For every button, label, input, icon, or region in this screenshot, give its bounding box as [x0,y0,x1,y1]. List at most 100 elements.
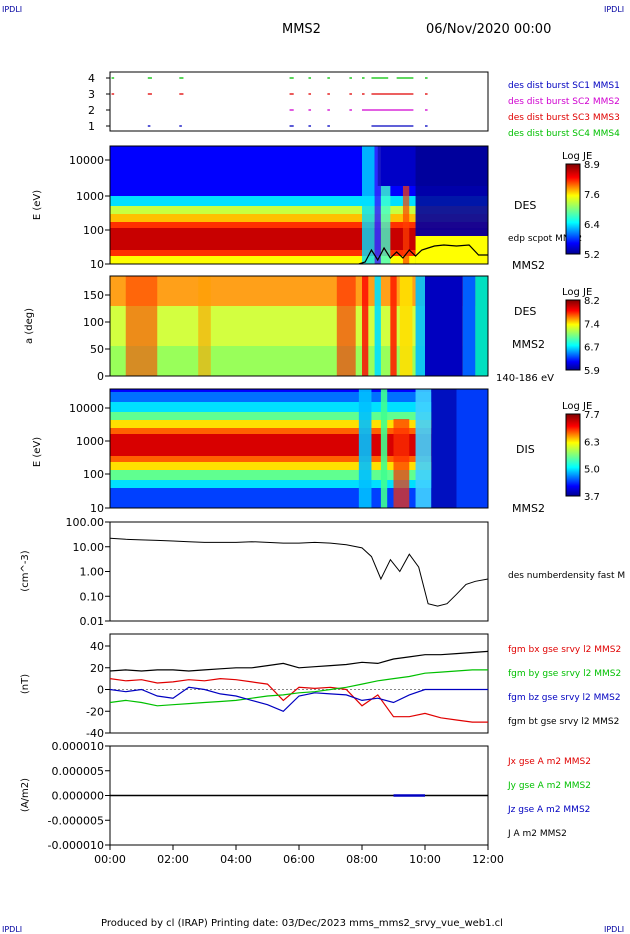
burst-ytick: 2 [88,104,95,117]
ytick-label: 0 [97,370,104,383]
electron-pa-heatmap [110,276,488,376]
colorbar-ion-energy-tick-label: 3.7 [584,492,600,503]
scpot-label: edp scpot MMS2 [508,234,582,244]
bfield-panel: 40 20 0 -20 -40 fgm bx gse srvy l2 MMS2 fgm by… [20,633,621,740]
bfield-line [109,669,488,707]
colorbar-electron-pa-tick-label: 8.2 [584,296,600,307]
density-ytick-label: 10.00 [73,541,105,554]
pa-stripe [399,276,413,376]
bfield-ytick-label: 40 [90,640,104,653]
ytick-label: 10 [90,258,104,271]
electron-energy-heatmap [110,146,488,264]
pa-stripe [362,276,369,376]
corner-label-bottom-left: IPDLI [2,925,23,934]
current-ytick-label: 0.000005 [52,765,105,778]
panel-label-mms2: MMS2 [512,338,545,351]
bfield-line [109,686,488,713]
burst-legend-label: des dist burst SC2 MMS2 [508,97,620,107]
ytick-label: 10 [90,502,104,515]
burst-legend-label: des dist burst SC1 MMS1 [508,81,620,91]
current-legend-label: Jy gse A m2 MMS2 [507,781,591,791]
xtick-label: 04:00 [220,853,252,866]
panel-label-mms2: MMS2 [512,259,545,272]
y-axis-label: (nT) [20,674,31,694]
xtick-label: 08:00 [346,853,378,866]
panel-label-des: DES [514,305,536,318]
heat-band [110,256,488,264]
colorbar-electron-pa [565,299,581,371]
ion-stripe [358,389,372,508]
xtick-label: 10:00 [409,853,441,866]
density-frame [109,521,489,622]
density-ytick-label: 1.00 [80,566,105,579]
panel-label-mms2: MMS2 [512,502,545,515]
burst-legend-label: des dist burst SC3 MMS3 [508,113,620,123]
ytick-label: 10000 [69,154,104,167]
spacecraft-title: MMS2 [282,22,321,37]
colorbar-electron-energy [565,163,581,255]
colorbar-electron-pa-tick-label: 6.7 [584,343,600,354]
y-axis-label: (cm^-3) [20,550,31,591]
current-ytick-label: -0.000005 [48,814,104,827]
bfield-line [109,677,488,723]
colorbar-ion-energy-tick-label: 6.3 [584,437,600,448]
ytick-label: 1000 [76,190,104,203]
heat-band [110,228,488,250]
xtick-label: 06:00 [283,853,315,866]
ytick-label: 100 [83,468,104,481]
pa-stripe [462,276,476,376]
ion-stripe [456,389,488,508]
ion-energy-heatmap [110,389,488,508]
panel-label-dis: DIS [516,443,535,456]
ion-stripe [415,389,432,508]
pa-stripe [415,276,425,376]
corner-label-top-right: IPDLI [604,5,625,14]
pa-stripe [336,276,356,376]
xtick-label: 02:00 [157,853,189,866]
colorbar-electron-energy-tick-label: 5.2 [584,250,600,261]
corner-label-bottom-right: IPDLI [604,925,625,934]
energy-stripe [402,186,410,264]
colorbar-ion-energy-title: Log JE [562,401,592,412]
bfield-ytick-label: -40 [86,727,104,740]
bfield-legend-label: fgm bx gse srvy l2 MMS2 [508,645,621,655]
current-ytick-label: 0.000010 [52,740,105,753]
ion-stripe [380,389,388,508]
colorbar-electron-energy-title: Log JE [562,151,592,162]
ytick-label: 1000 [76,435,104,448]
bfield-legend-label: fgm bz gse srvy l2 MMS2 [508,693,621,703]
colorbar-ion-energy [565,413,581,497]
electron-energy-panel: 10000 1000 100 10 E (eV) DES edp scpot MMS2 MMS… [32,145,600,272]
energy-stripe [374,146,381,264]
density-ytick-label: 0.01 [80,615,105,628]
datetime-title: 06/Nov/2020 00:00 [426,22,552,37]
burst-ytick: 4 [88,72,95,85]
density-line [109,537,489,607]
bfield-legend-label: fgm by gse srvy l2 MMS2 [508,669,621,679]
ion-energy-frame [109,388,489,509]
density-legend-label: des numberdensity fast M [508,571,625,581]
current-legend-label: Jx gse A m2 MMS2 [507,757,591,767]
ion-energy-panel: 10000 1000 100 10 E (eV) DIS MMS2 Log JE7.7 6.3 5… [32,388,600,515]
dark-top [377,146,488,186]
ytick-label: 100 [83,224,104,237]
electron-pa-panel: 150 100 50 0 a (deg) DES MMS2 140-186 eV Log JE8… [24,275,600,384]
burst-ytick: 1 [88,120,95,133]
colorbar-electron-pa-tick-label: 7.4 [584,319,600,330]
scpot-line [358,244,488,264]
bfield-ytick-label: -20 [86,705,104,718]
colorbar-electron-pa-tick-label: 5.9 [584,366,600,377]
energy-stripe [362,146,375,264]
ytick-label: 100 [83,316,104,329]
density-ytick-label: 100.00 [66,516,105,529]
panel-label-des: DES [514,199,536,212]
pa-stripe [425,276,463,376]
colorbar-ion-energy-tick-label: 5.0 [584,465,600,476]
pa-stripe [125,276,158,376]
energy-stripe [380,186,391,264]
bfield-legend-label: fgm bt gse srvy l2 MMS2 [508,717,619,727]
pa-stripe [198,276,211,376]
y-axis-label: (A/m2) [20,778,31,812]
current-legend-label: J A m2 MMS2 [507,829,567,839]
burst-panel: 4 3 2 1 des dist burst SC1 MMS1 des dist burs… [88,71,620,139]
